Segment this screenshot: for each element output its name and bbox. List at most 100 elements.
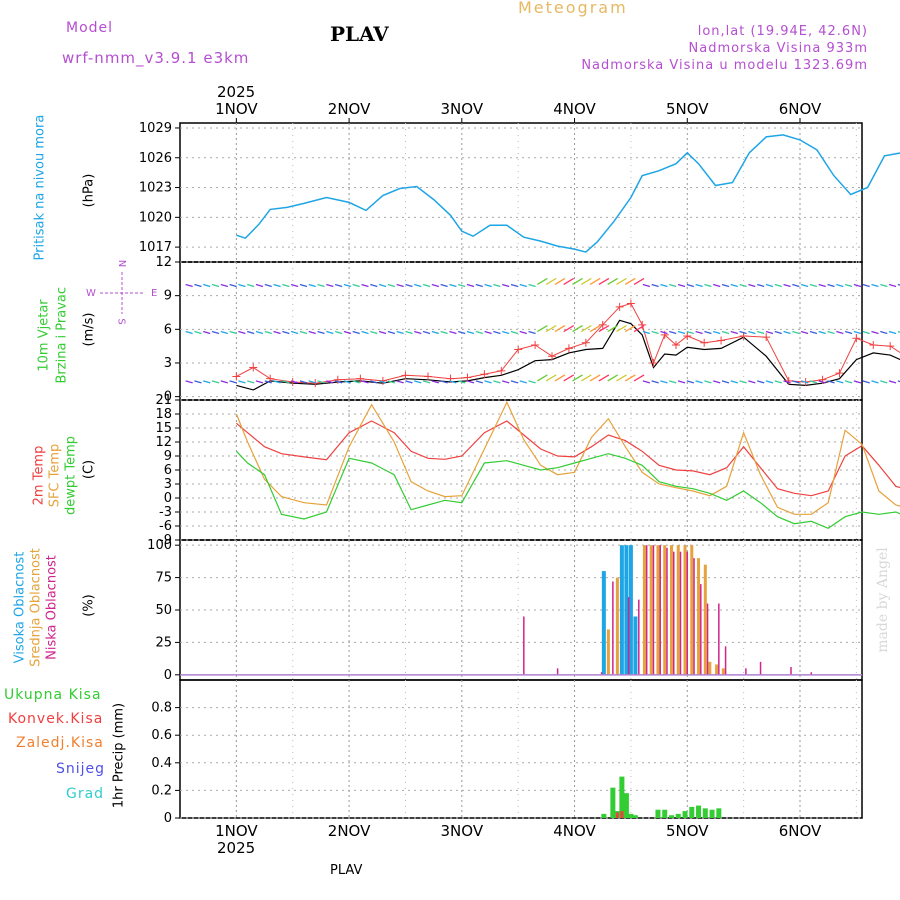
wind-direction-arrow — [572, 277, 583, 285]
wind-direction-arrow — [387, 330, 396, 335]
wind-direction-arrow — [695, 330, 703, 335]
wind-direction-arrow — [853, 330, 862, 335]
model-elevation-label: Nadmorska Visina u modelu 1323.69m — [581, 58, 868, 73]
cloud-low-bar — [790, 667, 792, 675]
wind-direction-arrow — [616, 277, 627, 285]
wind-direction-arrow — [774, 380, 782, 384]
wind-direction-arrow — [721, 380, 730, 384]
wind-direction-arrow — [704, 283, 712, 288]
wind-direction-arrow — [378, 330, 387, 335]
cloud-low-bar — [672, 551, 675, 675]
cloud-low-bar — [523, 616, 525, 675]
wind-direction-arrow — [247, 283, 255, 288]
y-tick-label: 1017 — [139, 240, 172, 255]
wind-direction-arrow — [493, 380, 501, 384]
day-label-bottom: 2NOV — [328, 822, 371, 840]
wind-direction-arrow — [282, 330, 290, 335]
precip-total-bar — [689, 806, 695, 818]
wind-direction-arrow — [211, 330, 220, 335]
wind-direction-arrow — [537, 374, 548, 382]
wind-direction-arrow — [624, 325, 636, 333]
wind-gust-marker — [683, 332, 692, 341]
y-tick-label: 21 — [155, 393, 172, 408]
day-label-top: 2NOV — [328, 100, 371, 118]
wind-gust-marker — [717, 336, 726, 345]
wind-direction-arrow — [299, 330, 308, 335]
wind-direction-arrow — [194, 380, 202, 384]
precip-total-bar — [632, 815, 638, 818]
wind-direction-arrow — [633, 277, 645, 285]
wind-direction-arrow — [598, 374, 610, 382]
cloud-low-bar — [679, 551, 682, 675]
cloud-low-bar — [700, 584, 702, 675]
wind-direction-arrow — [308, 380, 316, 384]
wind-gust-marker — [700, 338, 709, 347]
y-tick-label: 1029 — [139, 121, 172, 136]
precip-conv-bar — [615, 812, 619, 818]
wind-direction-arrow — [554, 325, 566, 333]
wind-gust-marker — [581, 338, 590, 347]
wind-direction-arrow — [361, 283, 369, 288]
precip-total-bar — [610, 787, 616, 818]
wind-direction-arrow — [871, 330, 879, 335]
wind-direction-arrow — [449, 330, 457, 335]
wind-direction-arrow — [607, 325, 619, 333]
precip-total-bar — [662, 809, 668, 818]
wind-direction-arrow — [431, 283, 440, 288]
cloud-low-bar — [693, 558, 695, 675]
wind-direction-arrow — [774, 330, 782, 335]
wind-direction-arrow — [334, 330, 343, 335]
wind-direction-arrow — [414, 380, 422, 384]
wind-direction-arrow — [713, 380, 721, 384]
wind-direction-arrow — [528, 330, 536, 335]
wind-direction-arrow — [554, 374, 566, 382]
wind-direction-arrow — [238, 380, 246, 384]
precip-total-bar — [655, 809, 661, 818]
precip-snow-label: Snijeg — [56, 761, 106, 777]
wind-direction-arrow — [783, 283, 791, 288]
y-tick-label: -3 — [159, 505, 172, 520]
precip-total-bar — [675, 813, 681, 818]
y-tick-label: 12 — [155, 255, 172, 270]
wind-direction-arrow — [396, 330, 404, 335]
wind-direction-arrow — [458, 380, 466, 384]
wind-direction-arrow — [589, 277, 601, 285]
wind-gust-marker — [424, 372, 432, 381]
wind-direction-arrow — [853, 380, 862, 384]
wind-direction-arrow — [510, 283, 519, 288]
precip-total-bar — [682, 811, 688, 818]
y-tick-label: 1026 — [139, 151, 172, 166]
wind-direction-arrow — [449, 283, 457, 288]
wind-direction-arrow — [677, 330, 686, 335]
wind-direction-arrow — [510, 380, 519, 384]
precip-total-bar — [668, 815, 674, 818]
wind-direction-arrow — [396, 283, 404, 288]
cloud-low-bar — [724, 646, 727, 675]
wind-direction-arrow — [370, 330, 378, 335]
pressure-line — [236, 134, 900, 253]
y-tick-label: 3 — [164, 477, 172, 492]
y-tick-label: 75 — [155, 571, 172, 586]
wind-gust-marker — [869, 341, 878, 350]
wind-direction-arrow — [247, 380, 255, 384]
y-tick-label: -9 — [159, 533, 172, 548]
wind-direction-arrow — [756, 283, 765, 288]
wind-direction-arrow — [264, 330, 272, 335]
cloud-mid-bar — [642, 545, 646, 675]
wind-direction-arrow — [282, 380, 290, 384]
wind-direction-arrow — [897, 330, 900, 333]
wind-direction-arrow — [414, 283, 422, 288]
lonlat-label: lon,lat (19.94E, 42.6N) — [697, 24, 868, 39]
wind-direction-arrow — [352, 380, 360, 384]
wind-direction-arrow — [572, 325, 583, 333]
wind-direction-arrow — [616, 325, 627, 333]
wind-gust-marker — [514, 345, 523, 354]
wind-direction-arrow — [352, 330, 360, 335]
wind-gust-marker — [762, 333, 771, 342]
wind-direction-arrow — [484, 283, 492, 288]
y-tick-label: 15 — [155, 421, 172, 436]
wind-direction-arrow — [607, 374, 619, 382]
wind-direction-arrow — [264, 380, 272, 384]
wind-direction-arrow — [686, 283, 695, 288]
